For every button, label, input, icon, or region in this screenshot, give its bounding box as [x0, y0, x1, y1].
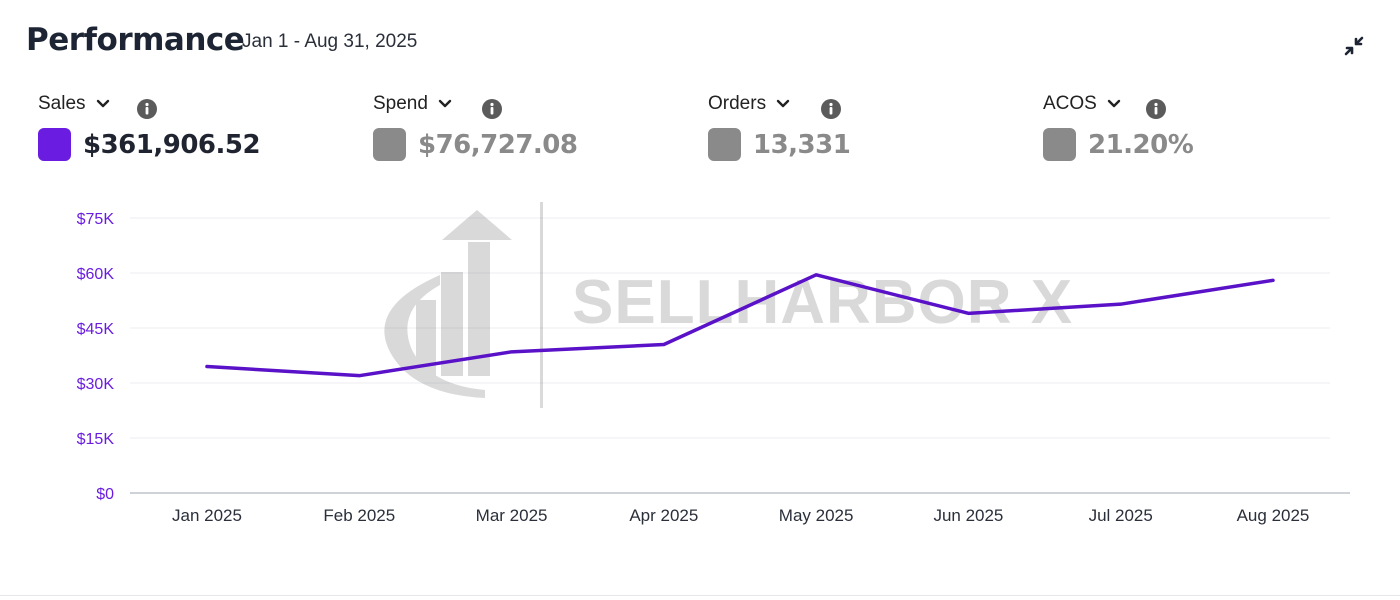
data-point[interactable] [353, 370, 365, 382]
info-icon[interactable] [820, 98, 842, 120]
x-tick-label: Jan 2025 [172, 506, 242, 525]
sales-line-chart: SELLHARBOR X $0 $15K $30K $45K $60K $75K Jan … [0, 180, 1400, 540]
series-toggle-swatch[interactable] [708, 128, 741, 161]
date-range: Jan 1 - Aug 31, 2025 [242, 31, 418, 52]
watermark-logo: SELLHARBOR X [384, 202, 1073, 408]
metric-acos: ACOS 21.20% [1043, 92, 1343, 172]
chart-svg: SELLHARBOR X $0 $15K $30K $45K $60K $75K Jan … [77, 202, 1350, 525]
chevron-down-icon[interactable] [436, 95, 454, 113]
series-lines [201, 269, 1279, 382]
x-tick-label: Apr 2025 [629, 506, 698, 525]
x-tick-label: May 2025 [779, 506, 854, 525]
metric-value: $76,727.08 [418, 129, 578, 160]
y-axis-ticks: $0 $15K $30K $45K $60K $75K [77, 211, 115, 503]
metric-label: Sales [38, 93, 86, 114]
chevron-down-icon[interactable] [94, 95, 112, 113]
y-tick-label: $60K [77, 266, 115, 283]
metric-sales: Sales $361,906.52 [38, 92, 338, 172]
collapse-button[interactable] [1338, 30, 1370, 62]
metric-orders: Orders 13,331 [708, 92, 1008, 172]
info-icon[interactable] [481, 98, 503, 120]
x-axis-ticks: Jan 2025 Feb 2025 Mar 2025 Apr 2025 May 2025… [172, 506, 1309, 525]
page-title: Performance [26, 22, 245, 58]
data-point[interactable] [506, 346, 518, 358]
data-point[interactable] [658, 339, 670, 351]
metric-label: Orders [708, 93, 767, 114]
y-tick-label: $30K [77, 376, 115, 393]
metric-value: $361,906.52 [83, 129, 261, 160]
x-tick-label: Jul 2025 [1089, 506, 1153, 525]
series-toggle-swatch[interactable] [38, 128, 71, 161]
data-point[interactable] [1115, 298, 1127, 310]
data-point[interactable] [1267, 274, 1279, 286]
metric-value: 13,331 [753, 129, 851, 160]
metric-value: 21.20% [1088, 129, 1194, 160]
data-point[interactable] [201, 361, 213, 373]
metric-label: ACOS [1043, 93, 1097, 114]
info-icon[interactable] [136, 98, 158, 120]
data-point[interactable] [810, 269, 822, 281]
y-tick-label: $0 [96, 486, 114, 503]
x-tick-label: Aug 2025 [1237, 506, 1310, 525]
metric-spend: Spend $76,727.08 [373, 92, 673, 172]
collapse-arrows-icon [1344, 36, 1364, 56]
y-tick-label: $75K [77, 211, 115, 228]
x-tick-label: Jun 2025 [933, 506, 1003, 525]
series-toggle-swatch[interactable] [1043, 128, 1076, 161]
chevron-down-icon[interactable] [1105, 95, 1123, 113]
chevron-down-icon[interactable] [774, 95, 792, 113]
series-line-sales[interactable] [205, 273, 1275, 378]
y-tick-label: $15K [77, 431, 115, 448]
data-point[interactable] [962, 307, 974, 319]
x-tick-label: Mar 2025 [476, 506, 548, 525]
x-tick-label: Feb 2025 [323, 506, 395, 525]
chart-grid [130, 217, 1330, 439]
info-icon[interactable] [1145, 98, 1167, 120]
watermark-text: SELLHARBOR X [572, 268, 1073, 337]
y-tick-label: $45K [77, 321, 115, 338]
metric-label: Spend [373, 93, 428, 114]
series-toggle-swatch[interactable] [373, 128, 406, 161]
